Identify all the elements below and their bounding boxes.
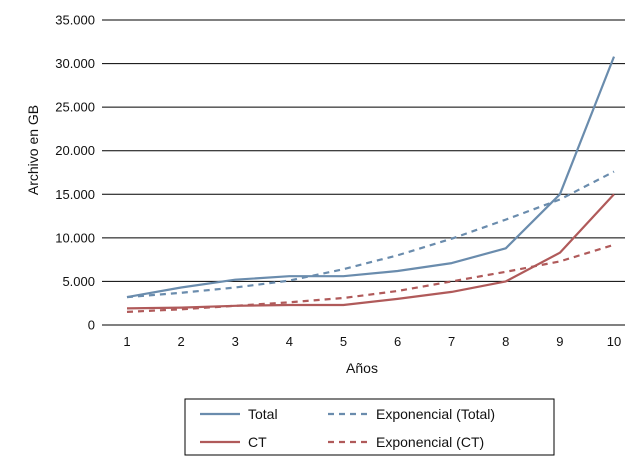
series-line: [126, 56, 616, 299]
y-tick-label: 25.000: [55, 100, 95, 115]
x-tick-label: 9: [556, 334, 563, 349]
series-line: [126, 170, 615, 299]
legend-label: Exponencial (CT): [376, 434, 484, 450]
series-line: [126, 193, 615, 310]
series-line: [126, 243, 615, 313]
y-tick-label: 35.000: [55, 13, 95, 28]
y-tick-label: 5.000: [62, 274, 95, 289]
legend-label: CT: [248, 434, 267, 450]
grid-lines: [102, 19, 625, 326]
x-tick-label: 10: [607, 334, 621, 349]
legend-box: [184, 398, 555, 456]
legend: Total Exponencial (Total) CT Exponencial (C…: [184, 398, 555, 456]
x-tick-label: 3: [232, 334, 239, 349]
y-axis-tick-labels: 0 5.000 10.000 15.000 20.000 25.000 30.000 35.0…: [55, 13, 95, 333]
legend-label: Total: [248, 406, 278, 422]
x-tick-label: 5: [340, 334, 347, 349]
y-axis-title: Archivo en GB: [25, 105, 41, 195]
y-tick-label: 20.000: [55, 143, 95, 158]
x-tick-label: 1: [123, 334, 130, 349]
y-tick-label: 15.000: [55, 187, 95, 202]
y-tick-label: 0: [88, 318, 95, 333]
y-tick-label: 10.000: [55, 230, 95, 245]
x-tick-label: 2: [177, 334, 184, 349]
x-tick-label: 7: [448, 334, 455, 349]
legend-label: Exponencial (Total): [376, 406, 495, 422]
x-tick-label: 8: [502, 334, 509, 349]
y-tick-label: 30.000: [55, 56, 95, 71]
x-axis-tick-labels: 1 2 3 4 5 6 7 8 9 10: [123, 334, 621, 349]
x-tick-label: 4: [286, 334, 293, 349]
series-lines: [126, 56, 616, 313]
x-tick-label: 6: [394, 334, 401, 349]
x-axis-title: Años: [346, 360, 378, 376]
